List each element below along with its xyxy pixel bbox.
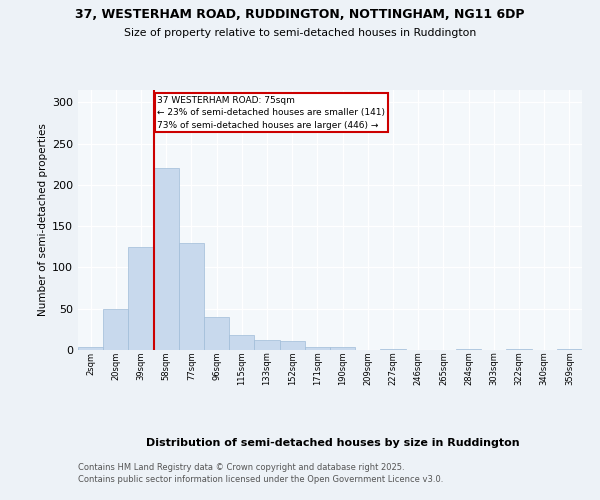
- Text: Size of property relative to semi-detached houses in Ruddington: Size of property relative to semi-detach…: [124, 28, 476, 38]
- Text: Contains public sector information licensed under the Open Government Licence v3: Contains public sector information licen…: [78, 475, 443, 484]
- Bar: [78, 346, 103, 350]
- Bar: [380, 349, 406, 350]
- Bar: [506, 349, 532, 350]
- Bar: [204, 317, 229, 350]
- Bar: [280, 341, 305, 350]
- Bar: [305, 346, 330, 350]
- Bar: [179, 242, 204, 350]
- Bar: [103, 308, 128, 350]
- Bar: [330, 346, 355, 350]
- Bar: [229, 335, 254, 350]
- Bar: [154, 168, 179, 350]
- Text: 37 WESTERHAM ROAD: 75sqm
← 23% of semi-detached houses are smaller (141)
73% of : 37 WESTERHAM ROAD: 75sqm ← 23% of semi-d…: [157, 96, 385, 130]
- Bar: [557, 349, 582, 350]
- Text: Distribution of semi-detached houses by size in Ruddington: Distribution of semi-detached houses by …: [146, 438, 520, 448]
- Bar: [128, 247, 154, 350]
- Text: 37, WESTERHAM ROAD, RUDDINGTON, NOTTINGHAM, NG11 6DP: 37, WESTERHAM ROAD, RUDDINGTON, NOTTINGH…: [75, 8, 525, 20]
- Bar: [254, 340, 280, 350]
- Bar: [456, 349, 481, 350]
- Text: Contains HM Land Registry data © Crown copyright and database right 2025.: Contains HM Land Registry data © Crown c…: [78, 462, 404, 471]
- Y-axis label: Number of semi-detached properties: Number of semi-detached properties: [38, 124, 48, 316]
